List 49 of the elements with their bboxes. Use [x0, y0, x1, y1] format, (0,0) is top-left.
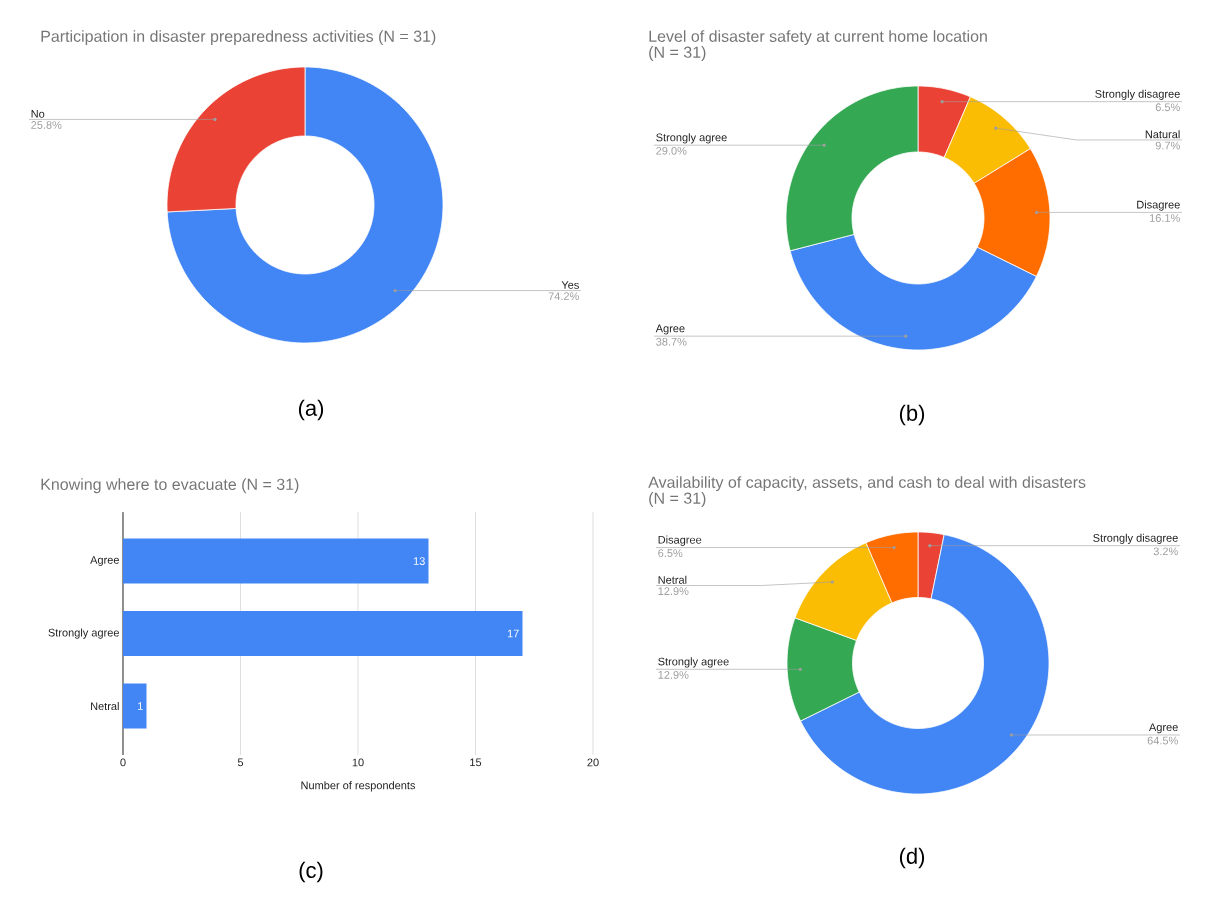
chart-subtitle: (N = 31) [649, 492, 706, 508]
chart-title: Participation in disaster preparedness activities (N = 31) [41, 30, 436, 46]
bar [123, 611, 523, 657]
text: (b) [899, 404, 925, 426]
slice-label: Natural [1145, 130, 1180, 139]
data-label: 6.5% [1155, 103, 1180, 112]
y-tick-label: Agree [90, 556, 119, 566]
x-tick-label: 20 [587, 758, 599, 767]
data-label: 9.7% [1155, 141, 1180, 150]
data-label: 64.5% [1147, 736, 1178, 745]
x-tick-label: 15 [470, 758, 482, 767]
slice-label: Strongly disagree [1095, 89, 1180, 100]
data-label: 12.9% [658, 587, 689, 596]
slice-label: Agree [655, 324, 685, 335]
data-label: 1 [138, 702, 143, 710]
data-label: 6.5% [658, 549, 683, 558]
x-axis-title: Number of respondents [301, 781, 416, 792]
data-label: 3.2% [1153, 547, 1178, 556]
slice-label: Yes [561, 281, 579, 289]
y-tick-label: Strongly agree [48, 628, 119, 639]
bar [123, 683, 147, 729]
x-tick-label: 10 [352, 758, 364, 767]
slice-label: No [31, 110, 45, 118]
slice-label: Netral [658, 575, 687, 584]
slice-label: Agree [1148, 723, 1178, 734]
slice-label: Strongly disagree [1093, 533, 1178, 544]
chart-title: Level of disaster safety at current home location [649, 30, 987, 46]
slice-label: Disagree [658, 535, 702, 546]
slice-label: Strongly agree [658, 657, 729, 668]
data-label: 17 [507, 629, 519, 638]
text: (a) [298, 399, 324, 421]
text: (d) [899, 847, 925, 869]
text: (c) [299, 861, 323, 883]
slice-label: Strongly agree [656, 133, 727, 144]
bar [123, 538, 429, 584]
y-tick-label: Netral [91, 702, 119, 711]
x-tick-label: 0 [120, 758, 126, 767]
data-label: 29.0% [656, 146, 687, 155]
x-tick-label: 5 [237, 758, 244, 767]
data-label: 38.7% [656, 337, 687, 346]
chart-title: Availability of capacity, assets, and cash to deal with disasters [648, 476, 1086, 492]
data-label: 74.2% [548, 292, 579, 301]
data-label: 13 [413, 557, 425, 565]
chart-subtitle: (N = 31) [649, 46, 706, 62]
slice-label: Disagree [1137, 200, 1180, 211]
data-label: 16.1% [1149, 214, 1180, 222]
data-label: 25.8% [31, 121, 62, 129]
chart-title: Knowing where to evacuate (N = 31) [41, 478, 299, 494]
data-label: 12.9% [658, 671, 689, 679]
